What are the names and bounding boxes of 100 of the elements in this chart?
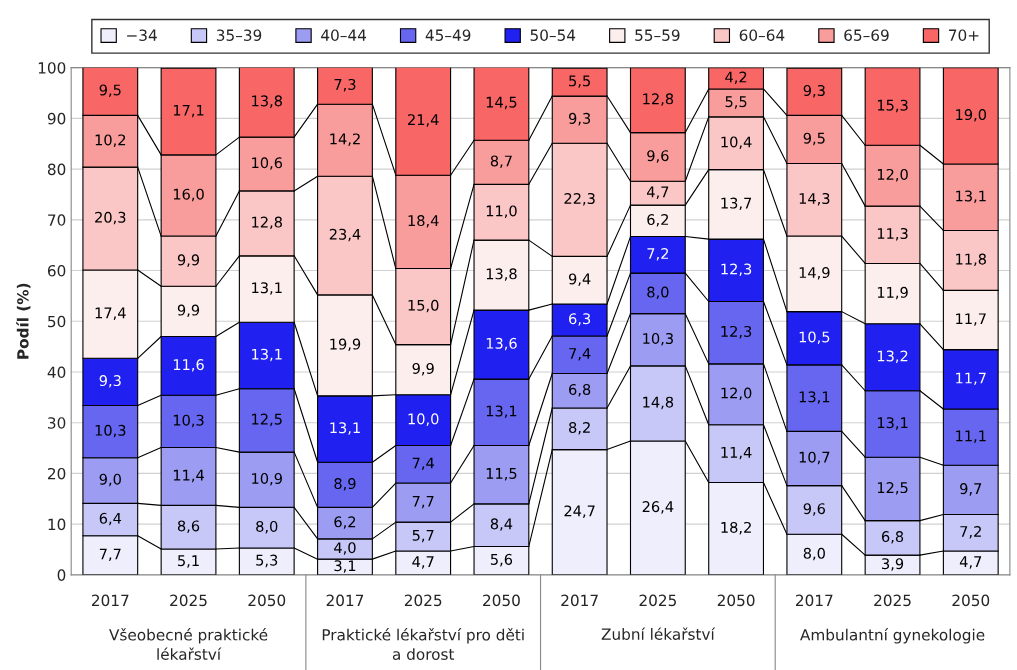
y-tick-label: 20 bbox=[48, 467, 66, 480]
text: Zubní lékařství bbox=[601, 627, 716, 640]
data-label: 15,3 bbox=[877, 99, 908, 113]
data-label: 11,3 bbox=[877, 227, 908, 241]
data-label: 20,3 bbox=[95, 211, 126, 225]
data-label: 9,4 bbox=[568, 273, 591, 286]
data-label: 10,3 bbox=[643, 332, 673, 346]
y-axis-title: Podíl (%) bbox=[16, 283, 31, 359]
data-label: 8,0 bbox=[647, 286, 669, 300]
data-label: 13,8 bbox=[486, 268, 517, 281]
data-label: 23,4 bbox=[329, 228, 361, 242]
data-label: 11,4 bbox=[721, 447, 752, 460]
data-label: 4,7 bbox=[646, 186, 669, 199]
data-label: 24,7 bbox=[564, 505, 595, 518]
data-label: 12,0 bbox=[877, 168, 908, 182]
data-label: 11,0 bbox=[486, 205, 517, 218]
y-tick-label: 0 bbox=[57, 569, 66, 581]
data-label: 13,2 bbox=[877, 350, 908, 363]
data-label: 14,5 bbox=[486, 96, 517, 110]
data-label: 4,0 bbox=[334, 542, 356, 555]
x-tick-label: 2025 bbox=[874, 594, 911, 607]
data-label: 8,0 bbox=[803, 547, 825, 561]
data-label: 9,6 bbox=[803, 503, 825, 516]
data-label: 4,2 bbox=[725, 71, 747, 85]
x-tick-label: 2017 bbox=[326, 594, 364, 607]
data-label: 13,1 bbox=[956, 190, 986, 203]
data-label: 6,3 bbox=[569, 313, 591, 326]
data-label: 6,8 bbox=[569, 383, 591, 397]
data-label: 6,8 bbox=[881, 531, 904, 544]
data-label: 13,1 bbox=[877, 417, 908, 430]
data-label: 9,3 bbox=[99, 375, 121, 388]
y-tick-label: 60 bbox=[47, 265, 66, 277]
data-label: 10,3 bbox=[95, 424, 126, 438]
data-label: 13,1 bbox=[252, 348, 282, 362]
legend-label: 55–59 bbox=[635, 29, 680, 41]
data-label: 5,3 bbox=[256, 554, 278, 568]
legend-label: 70+ bbox=[949, 29, 979, 41]
text: Všeobecné praktické lékařství bbox=[109, 628, 268, 660]
legend-label: 50–54 bbox=[530, 29, 576, 41]
y-tick-label: 90 bbox=[47, 112, 66, 125]
data-label: 9,3 bbox=[803, 84, 825, 98]
y-tick-label: 30 bbox=[48, 417, 66, 429]
x-tick-label: 2017 bbox=[796, 594, 833, 607]
data-label: 17,1 bbox=[173, 104, 204, 118]
legend-label: 60–64 bbox=[739, 29, 785, 41]
data-label: 11,7 bbox=[956, 313, 986, 326]
data-label: 11,5 bbox=[486, 468, 517, 481]
data-label: 13,1 bbox=[486, 405, 517, 419]
y-tick-label: 50 bbox=[48, 315, 66, 328]
data-label: 10,9 bbox=[252, 472, 282, 486]
data-label: 5,5 bbox=[569, 75, 590, 88]
data-label: 8,6 bbox=[177, 520, 200, 533]
legend-label: 40–44 bbox=[321, 29, 367, 41]
x-tick-label: 2050 bbox=[483, 594, 520, 607]
data-label: 7,2 bbox=[647, 248, 669, 261]
data-label: 16,0 bbox=[173, 188, 204, 202]
data-label: 4,7 bbox=[959, 556, 982, 569]
data-label: 10,7 bbox=[799, 451, 830, 465]
data-label: 9,9 bbox=[177, 304, 200, 318]
data-label: 5,7 bbox=[412, 529, 434, 543]
y-tick-label: 10 bbox=[48, 518, 66, 531]
data-label: 22,3 bbox=[564, 192, 595, 206]
text: Ambulantní gynekologie bbox=[800, 628, 985, 644]
data-label: 15,0 bbox=[408, 299, 439, 313]
data-label: 7,7 bbox=[99, 548, 121, 562]
data-label: 5,5 bbox=[725, 96, 747, 109]
data-label: 5,1 bbox=[178, 555, 199, 568]
data-label: 8,2 bbox=[569, 421, 590, 435]
y-tick-label: 40 bbox=[47, 366, 66, 379]
data-label: 7,4 bbox=[412, 457, 434, 471]
data-label: 12,5 bbox=[877, 482, 908, 495]
data-label: 11,7 bbox=[956, 372, 986, 386]
data-label: 10,6 bbox=[252, 157, 283, 170]
data-label: 11,4 bbox=[173, 469, 204, 483]
data-label: 6,2 bbox=[647, 214, 669, 227]
legend-label: 65–69 bbox=[844, 29, 889, 41]
data-label: 21,4 bbox=[408, 114, 439, 127]
data-label: 11,1 bbox=[956, 430, 986, 443]
data-label: 14,8 bbox=[643, 396, 674, 410]
data-label: 9,6 bbox=[647, 150, 669, 163]
x-tick-label: 2025 bbox=[404, 594, 442, 607]
data-label: 12,8 bbox=[252, 216, 282, 230]
data-label: 3,1 bbox=[334, 560, 356, 573]
data-label: 8,0 bbox=[256, 520, 278, 534]
data-label: 9,3 bbox=[568, 112, 591, 126]
data-label: 6,2 bbox=[334, 516, 356, 529]
data-label: 13,1 bbox=[252, 282, 282, 295]
x-tick-label: 2025 bbox=[170, 594, 207, 607]
data-label: 7,3 bbox=[334, 78, 356, 92]
x-tick-label: 2017 bbox=[561, 594, 598, 607]
data-label: 8,9 bbox=[334, 478, 356, 491]
data-label: 12,3 bbox=[721, 325, 752, 339]
x-tick-label: 2017 bbox=[91, 594, 129, 607]
data-label: 13,8 bbox=[252, 95, 282, 108]
data-label: 19,9 bbox=[330, 338, 361, 352]
data-label: 14,9 bbox=[799, 267, 830, 280]
y-tick-label: 70 bbox=[48, 214, 66, 226]
data-label: 12,8 bbox=[643, 93, 674, 106]
data-label: 11,8 bbox=[956, 253, 987, 267]
y-tick-label: 100 bbox=[38, 62, 66, 74]
